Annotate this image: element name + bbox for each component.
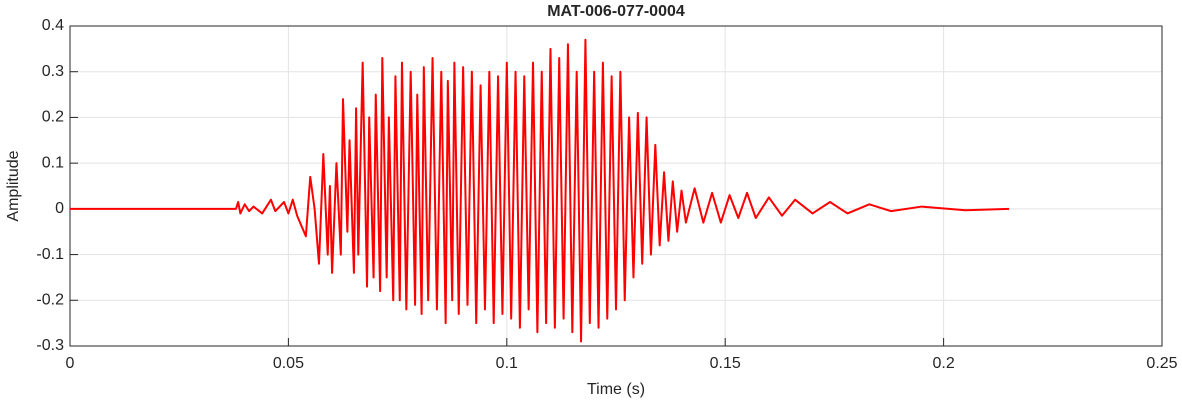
y-tick-label: -0.1	[36, 246, 64, 263]
waveform-line	[70, 38, 1010, 343]
y-axis-label: Amplitude	[5, 150, 22, 221]
x-tick-label: 0.2	[932, 355, 954, 372]
chart-title: MAT-006-077-0004	[547, 3, 685, 20]
x-tick-label: 0.1	[496, 355, 518, 372]
y-tick-label: 0.4	[42, 17, 64, 34]
y-tick-label: -0.3	[36, 337, 64, 354]
x-axis-label: Time (s)	[587, 381, 645, 398]
y-tick-label: 0.2	[42, 109, 64, 126]
y-tick-label: 0.3	[42, 63, 64, 80]
axes-box	[69, 25, 1163, 347]
x-tick-label: 0.15	[710, 355, 741, 372]
x-tick-label: 0.05	[273, 355, 304, 372]
y-tick-label: -0.2	[36, 292, 64, 309]
x-tick-label: 0.25	[1146, 355, 1177, 372]
x-tick-label: 0	[66, 355, 75, 372]
y-tick-label: 0.1	[42, 154, 64, 171]
y-tick-label: 0	[55, 200, 64, 217]
